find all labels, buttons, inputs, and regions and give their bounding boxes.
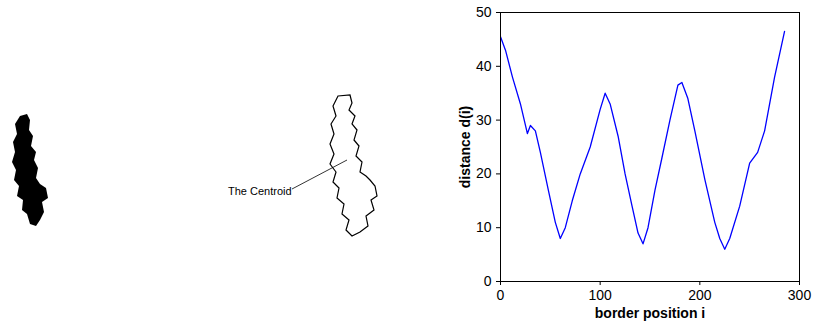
- svg-text:20: 20: [476, 165, 492, 181]
- svg-text:0: 0: [497, 287, 505, 303]
- svg-text:30: 30: [476, 112, 492, 128]
- svg-text:0: 0: [484, 273, 492, 289]
- svg-text:300: 300: [788, 287, 812, 303]
- svg-text:50: 50: [476, 4, 492, 20]
- svg-text:distance d(i): distance d(i): [457, 106, 473, 188]
- svg-text:border position i: border position i: [595, 305, 705, 321]
- svg-text:40: 40: [476, 58, 492, 74]
- svg-text:The Centroid: The Centroid: [228, 185, 292, 197]
- svg-text:100: 100: [588, 287, 612, 303]
- svg-text:200: 200: [688, 287, 712, 303]
- svg-text:10: 10: [476, 219, 492, 235]
